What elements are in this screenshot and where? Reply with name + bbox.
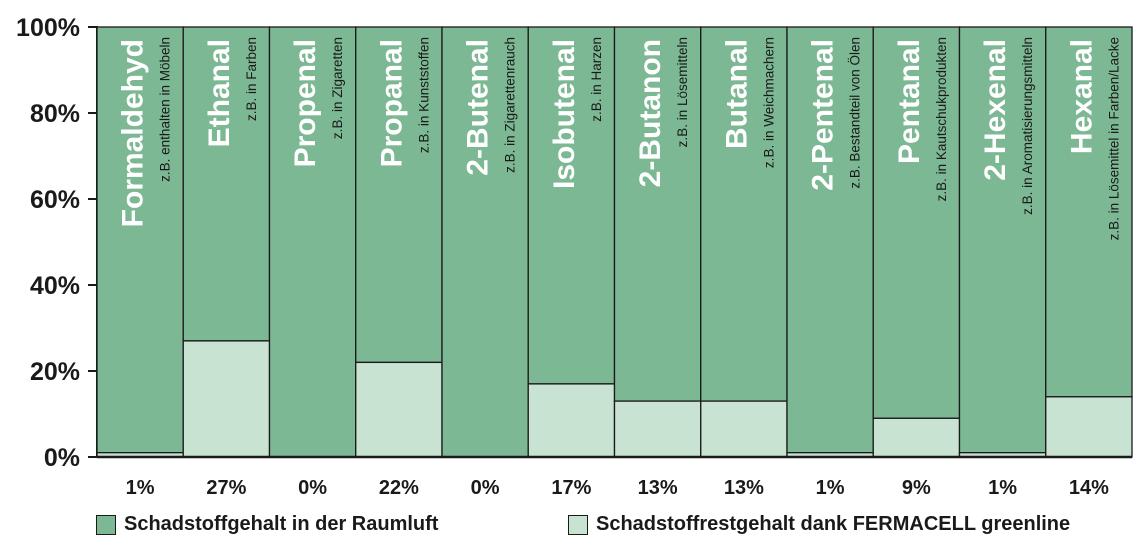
x-labels: 1% 27% 0% 22% 0% 17% 13% 13% 1% 9% 1% 14% [126, 477, 1109, 499]
bar-raumluft [1045, 26, 1133, 398]
legend-item-greenline: Schadstoffrestgehalt dank FERMACELL gree… [568, 513, 1070, 536]
x-tick-label: 17% [551, 477, 591, 499]
category-label: 2-Butanon [634, 39, 667, 187]
legend-label-raumluft: Schadstoffgehalt in der Raumluft [124, 513, 439, 535]
category-subtitle: z.B. in Weichmachern [761, 37, 776, 168]
category-label: Propanal [375, 39, 408, 167]
bar-raumluft [872, 26, 961, 419]
category-label: Hexanal [1065, 39, 1098, 154]
bar-greenline [872, 417, 961, 458]
legend-item-raumluft: Schadstoffgehalt in der Raumluft [96, 513, 438, 536]
legend-swatch-raumluft [96, 514, 116, 535]
bar-raumluft [268, 26, 357, 458]
y-tick-label: 100% [16, 14, 80, 42]
bar-raumluft [700, 26, 788, 402]
bar-greenline [527, 383, 616, 458]
legend-label-greenline: Schadstoffrestgehalt dank FERMACELL gree… [596, 513, 1071, 535]
bar-raumluft [527, 26, 616, 385]
category-subtitle: z.B. in Zigarettenrauch [503, 37, 518, 173]
x-tick-label: 14% [1069, 477, 1109, 499]
bar-raumluft [355, 26, 443, 364]
bar-greenline [1045, 396, 1133, 458]
x-tick-label: 0% [471, 477, 500, 499]
x-tick-label: 27% [206, 477, 246, 499]
category-label: Pentanal [893, 39, 926, 164]
category-label: 2-Hexenal [979, 39, 1012, 181]
y-tick-label: 60% [30, 186, 80, 214]
y-tick-label: 80% [30, 100, 80, 128]
category-subtitle: z.B. Bestandteil von Ölen [848, 37, 863, 189]
bar-greenline [355, 361, 443, 458]
category-label: Formaldehyd [117, 39, 150, 227]
legend-swatch-greenline [568, 514, 588, 535]
category-subtitle: z.B. in Kunststoffen [416, 37, 431, 153]
category-label: Ethanal [203, 39, 236, 147]
bar-raumluft [958, 26, 1047, 454]
category-label: Propenal [289, 39, 322, 167]
x-tick-label: 0% [298, 477, 327, 499]
category-subtitle: z.B. in Zigaretten [330, 37, 345, 139]
category-subtitle: z.B. in Farben [244, 37, 259, 121]
legend: Schadstoffgehalt in der Raumluft Schadst… [96, 513, 1141, 543]
x-tick-label: 1% [988, 477, 1017, 499]
y-tick-label: 20% [30, 358, 80, 386]
x-tick-label: 1% [126, 477, 155, 499]
category-subtitle: z.B. in Aromatisierungsmitteln [1020, 37, 1035, 215]
bar-raumluft [182, 26, 271, 342]
category-label: 2-Pentenal [807, 39, 840, 191]
category-subtitle: z.B. in Kautschukprodukten [934, 37, 949, 201]
chart: 0% 20% 40% 60% 80% 100% Formaldehyd z.B. entha… [16, 14, 1133, 499]
y-tick-label: 0% [44, 444, 80, 472]
category-subtitle: z.B. in Lösemitteln [675, 37, 690, 147]
category-label: 2-Butenal [462, 39, 495, 176]
y-axis: 0% 20% 40% 60% 80% 100% [16, 14, 98, 472]
x-tick-label: 13% [724, 477, 764, 499]
category-label: Butanal [720, 39, 753, 149]
x-tick-label: 13% [638, 477, 678, 499]
x-tick-label: 9% [902, 477, 931, 499]
x-tick-label: 1% [816, 477, 845, 499]
category-subtitle: z.B. enthalten in Möbeln [158, 37, 173, 182]
bar-greenline [700, 400, 788, 458]
bars: Formaldehyd z.B. enthalten in Möbeln Ethan… [96, 26, 1133, 459]
category-subtitle: z.B. in Lösemittel in Farben/Lacke [1106, 37, 1121, 240]
bar-greenline [613, 400, 702, 458]
category-label: Isobutenal [548, 39, 581, 189]
category-subtitle: z.B. in Harzen [589, 37, 604, 122]
y-tick-label: 40% [30, 272, 80, 300]
bar-greenline [182, 340, 271, 458]
x-tick-label: 22% [379, 477, 419, 499]
